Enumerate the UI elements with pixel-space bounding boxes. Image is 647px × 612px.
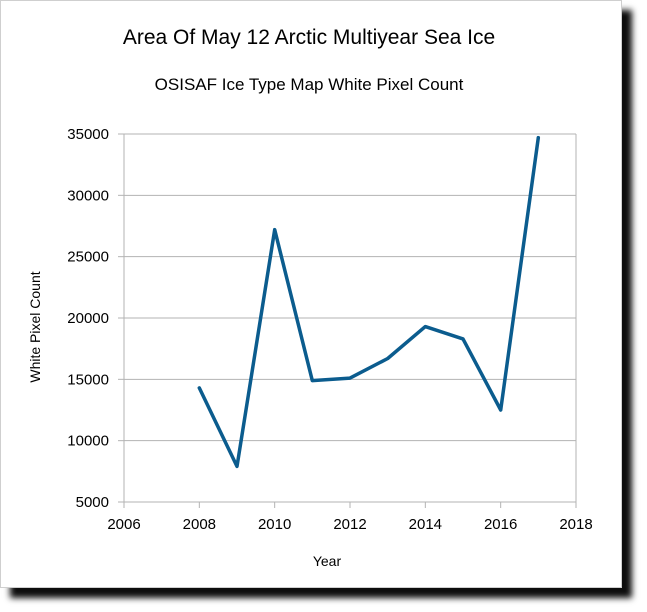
data-point: [310, 379, 314, 383]
line-chart: Area Of May 12 Arctic Multiyear Sea Ice …: [27, 26, 593, 569]
data-point: [348, 376, 352, 380]
x-tick-label: 2008: [183, 516, 216, 533]
y-tick-label: 25000: [67, 249, 109, 266]
y-axis-label: White Pixel Count: [27, 271, 43, 382]
x-tick-label: 2016: [484, 516, 517, 533]
data-point: [423, 325, 427, 329]
y-tick-label: 5000: [76, 494, 109, 511]
x-axis-label: Year: [313, 553, 342, 569]
data-series: [197, 135, 541, 469]
data-point: [461, 337, 465, 341]
y-tick-label: 10000: [67, 433, 109, 450]
x-tick-label: 2018: [559, 516, 592, 533]
y-tick-label: 35000: [67, 126, 109, 143]
x-axis-ticks: 2006 2008 2010 2012 2014 2016 2018: [107, 502, 593, 533]
gridlines: [124, 133, 576, 503]
chart-title: Area Of May 12 Arctic Multiyear Sea Ice: [123, 26, 495, 49]
y-axis-ticks: 5000 10000 15000 20000 25000 30000 35000: [67, 126, 124, 511]
y-tick-label: 30000: [67, 187, 109, 204]
y-tick-label: 20000: [67, 310, 109, 327]
data-point: [197, 386, 201, 390]
x-tick-label: 2012: [333, 516, 366, 533]
data-point: [273, 228, 277, 232]
x-tick-label: 2014: [409, 516, 442, 533]
chart-frame: Area Of May 12 Arctic Multiyear Sea Ice …: [0, 0, 622, 588]
data-point: [499, 408, 503, 412]
data-point: [536, 136, 540, 140]
y-tick-label: 15000: [67, 371, 109, 388]
data-point: [386, 356, 390, 360]
chart-subtitle: OSISAF Ice Type Map White Pixel Count: [155, 75, 464, 94]
x-tick-label: 2006: [107, 516, 140, 533]
data-point: [235, 464, 239, 468]
x-tick-label: 2010: [258, 516, 291, 533]
series-line: [197, 135, 541, 469]
